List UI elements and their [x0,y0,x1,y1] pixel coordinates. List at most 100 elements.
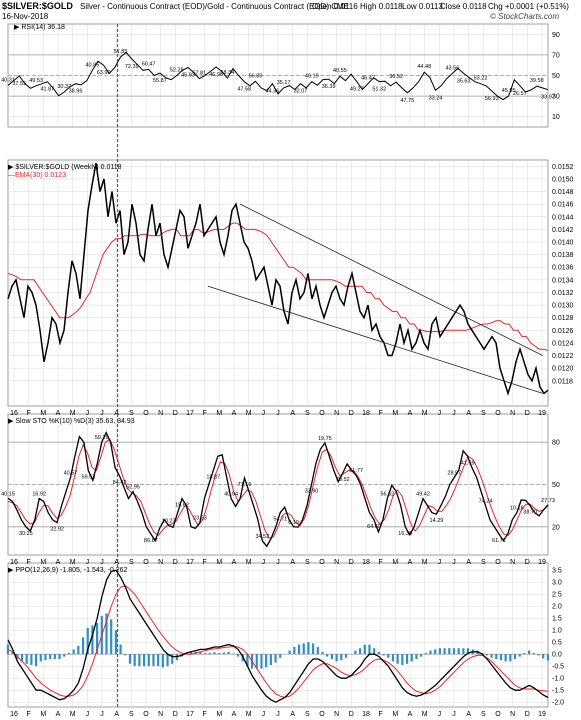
x-label-bottom: J [86,711,90,718]
x-label-bottom: S [305,711,310,718]
sto-value-label: 10.16 [510,506,524,512]
ppo-hist-bar [128,654,132,664]
ppo-hist-bar [424,653,427,655]
y-tick-label: 0.0152 [552,164,574,171]
sto-value-label: 27.73 [541,498,555,504]
ppo-hist-bar [443,648,446,655]
x-label-bottom: J [438,711,442,718]
sto-value-label: 10.27 [162,518,176,524]
ppo-hist-bar [30,654,33,665]
x-label-bottom: 17 [186,711,194,718]
ppo-hist-bar [297,644,301,655]
y-tick-label: -1.0 [552,676,564,683]
sto-value-label: 6.19 [288,520,299,526]
x-label-mid: D [349,410,354,417]
x-label-bottom: A [114,711,119,718]
sto-value-label: 59.53 [81,474,95,480]
price-legend: ▶ $SILVER:$GOLD (Weekly) 0.0118 [8,164,122,171]
x-label-sto: 16 [10,559,18,566]
rsi-value-label: 40.55 [333,68,347,74]
sto-value-label: 49.42 [416,492,430,498]
x-label-bottom: A [466,711,471,718]
ppo-hist-bar [457,648,460,655]
x-label-sto: D [349,559,354,566]
ema-line [7,222,549,351]
date: 16-Nov-2018 [2,12,49,21]
x-label-sto: 17 [186,559,194,566]
x-label-mid: J [86,410,90,417]
ppo-hist-bar [391,654,395,662]
ppo-hist-bar [63,654,66,657]
ppo-hist-bar [293,647,296,655]
ppo-hist-bar [246,654,249,667]
ppo-hist-bar [377,651,380,655]
y-tick-label: 0.0150 [552,176,574,183]
x-label-mid: N [510,410,515,417]
x-label-sto: N [510,559,515,566]
x-label-mid: N [334,410,339,417]
ema-legend: ―EMA(30) 0.0123 [8,172,66,179]
x-label-bottom: O [319,711,325,718]
y-tick-label: -2.0 [552,700,564,707]
x-label-mid: J [100,410,104,417]
ppo-hist-bar [274,654,277,663]
ppo-hist-bar [462,648,465,655]
ppo-hist-bar [321,651,324,655]
play-triangle-icon: ▶ [14,24,20,31]
ppo-hist-bar [25,654,28,664]
y-tick-label: 30 [552,94,560,101]
ppo-hist-bar [528,650,531,655]
ppo-hist-bar [537,654,540,656]
x-label-sto: S [481,559,486,566]
x-label-bottom: F [203,711,207,718]
y-tick-label: 0.0 [552,652,562,659]
y-tick-label: 0.0122 [552,353,574,360]
x-label-sto: S [305,559,310,566]
x-label-sto: S [129,559,134,566]
rsi-legend: ▶ RSI(14) 36.18 [14,24,65,31]
play-triangle-icon: ▶ [8,567,14,574]
x-label-mid: 16 [10,410,18,417]
ppo-hist-bar [288,650,291,655]
x-label-sto: N [158,559,163,566]
ppo-hist-bar [513,654,517,659]
ppo-hist-bar [11,651,14,655]
sto-value-label: 22.92 [50,527,64,533]
rsi-value-label: 26.57 [513,91,527,97]
x-label-mid: A [290,410,295,417]
y-tick-label: 0.0140 [552,240,574,247]
rsi-value-label: 56.93 [485,96,499,102]
ppo-hist-bar [39,654,42,662]
symbol: $SILVER:$GOLD [2,1,73,11]
x-label-mid: M [246,410,252,417]
x-label-sto: 19 [538,559,546,566]
ppo-hist-bar [269,654,272,665]
sto-value-label: 16.92 [32,492,46,498]
ppo-hist-bar [218,653,221,655]
sto-value-label: 41.59 [461,460,475,466]
y-tick-label: 1.5 [552,616,562,623]
x-label-bottom: A [290,711,295,718]
y-tick-label: 70 [552,52,560,59]
ohlc-close: Close 0.0118 [440,2,487,11]
x-label-bottom: J [100,711,104,718]
x-label-bottom: M [246,711,252,718]
x-label-bottom: M [422,711,428,718]
y-tick-label: 10 [552,114,560,121]
ppo-hist-bar [518,654,521,657]
x-label-sto: A [114,559,119,566]
ppo-hist-bar [326,654,329,657]
x-label-sto: M [246,559,252,566]
sto-k-line [7,430,549,548]
x-label-bottom: A [56,711,61,718]
ppo-hist-bar [429,650,432,655]
rsi-value-label: 49.53 [29,78,43,84]
ppo-hist-bar [142,654,146,667]
x-label-mid: F [203,410,207,417]
ppo-hist-bar [72,649,75,655]
ppo-hist-bar [279,654,282,658]
x-label-mid: 19 [538,410,546,417]
x-label-mid: O [143,410,149,417]
sto-value-label: 30.25 [19,531,33,537]
